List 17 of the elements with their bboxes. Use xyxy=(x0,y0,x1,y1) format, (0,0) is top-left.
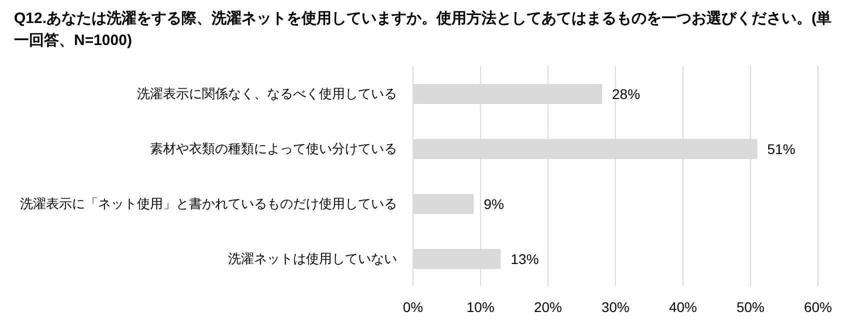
data-label: 9% xyxy=(484,196,504,212)
data-label: 28% xyxy=(612,86,640,102)
chart-title: Q12.あなたは洗濯をする際、洗濯ネットを使用していますか。使用方法としてあてはまるものを一つお選びください。(単一回答、N=1000) xyxy=(13,9,833,51)
y-tick-label: 洗濯ネットは使用していない xyxy=(228,251,397,266)
data-label: 51% xyxy=(767,141,796,157)
y-tick-label: 素材や衣類の種類によって使い分けている xyxy=(150,141,397,156)
y-tick-label: 洗濯表示に関係なく、なるべく使用している xyxy=(137,86,397,102)
x-tick-label: 0% xyxy=(402,298,424,315)
x-tick-label: 50% xyxy=(736,298,765,315)
data-label: 13% xyxy=(510,251,539,267)
x-tick-label: 30% xyxy=(601,298,630,315)
bar xyxy=(413,194,474,214)
x-tick-label: 40% xyxy=(668,298,698,315)
x-tick-label: 10% xyxy=(466,298,495,315)
x-tick-label: 60% xyxy=(804,298,832,315)
x-tick-label: 20% xyxy=(534,298,562,315)
y-tick-label: 洗濯表示に「ネット使用」と書かれているものだけ使用している xyxy=(20,196,397,212)
